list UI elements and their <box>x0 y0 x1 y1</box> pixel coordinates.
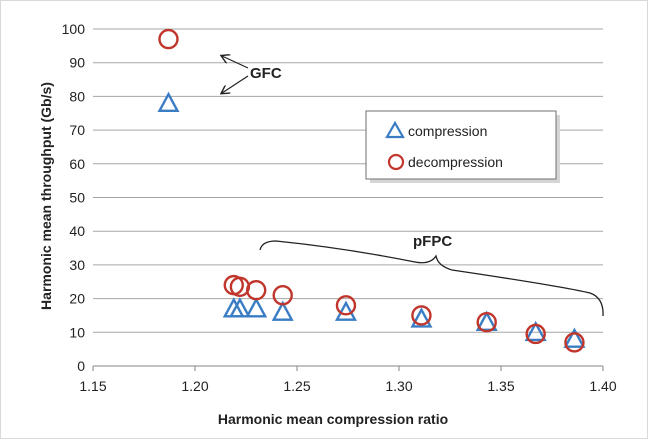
x-tick-label: 1.15 <box>79 378 106 394</box>
compression-point <box>271 300 294 321</box>
y-axis-title: Harmonic mean throughput (Gb/s) <box>38 82 54 310</box>
legend-decompression-label: decompression <box>408 154 503 170</box>
legend-compression-marker <box>385 120 405 139</box>
x-tick-labels: 1.15 1.20 1.25 1.30 1.35 1.40 <box>79 366 617 394</box>
grid-lines <box>93 28 603 333</box>
decompression-point <box>476 311 497 333</box>
compression-point <box>563 327 586 348</box>
pfpc-label: pFPC <box>413 233 452 250</box>
x-tick-label: 1.35 <box>487 378 514 394</box>
compression-point <box>228 297 251 318</box>
compression-point <box>524 320 547 342</box>
x-tick-label: 1.20 <box>181 378 208 394</box>
decompression-point <box>525 323 546 345</box>
compression-point <box>245 297 268 318</box>
gfc-arrow-lower <box>222 75 249 93</box>
legend-compression-label: compression <box>408 123 487 139</box>
compression-point <box>410 307 433 328</box>
series-decompression <box>158 28 585 353</box>
decompression-point <box>246 279 267 301</box>
compression-point <box>334 300 357 321</box>
y-tick-labels: 0 10 20 30 40 50 60 70 80 90 100 <box>62 21 86 374</box>
gfc-label: GFC <box>250 65 282 82</box>
y-tick-label: 60 <box>69 156 85 172</box>
y-tick-label: 40 <box>69 223 85 239</box>
y-tick-label: 10 <box>69 324 85 340</box>
series-compression <box>157 91 586 348</box>
decompression-point <box>411 305 432 326</box>
y-tick-label: 0 <box>77 358 85 374</box>
y-tick-label: 70 <box>69 122 85 138</box>
decompression-point <box>272 285 293 306</box>
compression-point <box>475 310 498 332</box>
y-tick-label: 20 <box>69 291 85 307</box>
decompression-point <box>335 295 357 316</box>
data-series <box>157 28 586 353</box>
legend-decompression-marker <box>387 153 405 171</box>
x-tick-label: 1.30 <box>385 378 412 394</box>
pfpc-annotation: pFPC <box>259 233 604 317</box>
legend-box <box>365 110 557 180</box>
decompression-point <box>158 28 179 50</box>
y-tick-label: 50 <box>69 190 85 206</box>
x-tick-label: 1.25 <box>283 378 310 394</box>
y-tick-label: 80 <box>69 88 85 104</box>
gfc-annotation: GFC <box>222 56 282 93</box>
pfpc-brace <box>259 240 604 317</box>
y-tick-label: 90 <box>69 55 85 71</box>
compression-point <box>157 91 180 112</box>
decompression-point <box>564 332 585 353</box>
x-axis-title: Harmonic mean compression ratio <box>218 411 448 427</box>
x-tick-label: 1.40 <box>589 378 616 394</box>
legend: compression decompression <box>365 110 560 183</box>
gfc-arrow-upper <box>222 56 249 69</box>
y-tick-label: 100 <box>62 21 86 37</box>
y-tick-label: 30 <box>69 257 85 273</box>
